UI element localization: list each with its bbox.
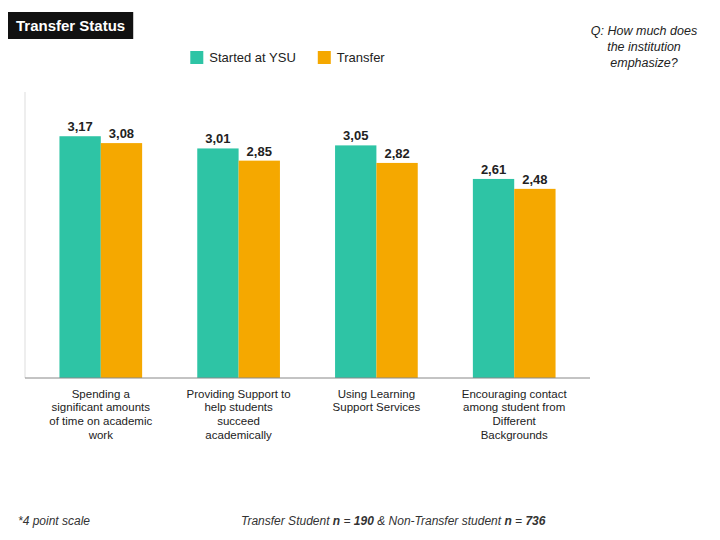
legend-swatch [190,51,203,64]
legend-item: Transfer [318,50,386,65]
value-label: 3,17 [67,119,92,134]
value-range-line [25,92,26,378]
category-label: Encouraging contactamong student fromDif… [462,388,568,441]
legend-label: Transfer [337,50,386,65]
bar [101,143,142,378]
legend-swatch [318,51,331,64]
title-box [8,12,133,39]
legend: Started at YSU Transfer [190,50,385,65]
bar [335,145,376,378]
title: Transfer Status [16,17,125,34]
value-labels: 3,17 3,01 3,05 2,61 3,08 2,85 2,82 2,48 [67,119,547,187]
bar [473,179,514,378]
footnote: *4 point scale [18,514,90,528]
value-label: 3,05 [343,128,368,143]
category-label: Using LearningSupport Services [333,388,421,414]
sample-note: Transfer Student n = 190 & Non-Transfer … [241,514,546,528]
chart: Transfer Status Started at YSU Transfer Q: … [0,0,720,540]
question-text: Q: How much doesthe institutionemphasize… [591,24,697,69]
value-label: 2,61 [481,162,506,177]
bar [514,189,555,378]
bars [59,136,555,378]
value-label: 3,01 [205,131,230,146]
title-group: Transfer Status [8,12,133,39]
x-axis-line [25,378,590,379]
value-label: 2,82 [384,146,409,161]
value-label: 2,48 [522,172,547,187]
legend-label: Started at YSU [209,50,295,65]
category-label: Spending asignificant amountsof time on … [49,388,152,441]
value-label: 3,08 [109,126,134,141]
bar [59,136,100,378]
bar [376,163,417,378]
value-label: 2,85 [247,144,272,159]
bar [239,161,280,378]
legend-item: Started at YSU [190,50,295,65]
category-label: Providing Support tohelp studentssucceed… [186,388,290,441]
x-tick-labels: Spending asignificant amountsof time on … [49,388,567,441]
bar [197,148,238,378]
